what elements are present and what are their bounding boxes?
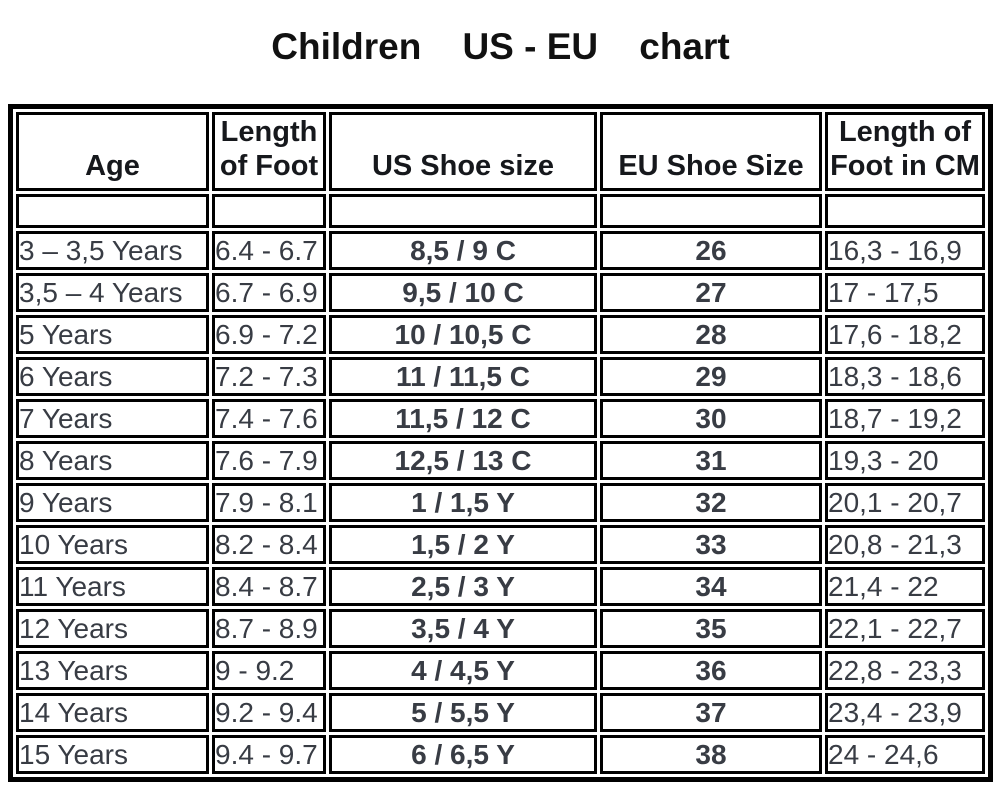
cell-us-size: 12,5 / 13 C [329,441,597,481]
cell-foot-length-cm: 19,3 - 20 [825,441,985,481]
cell-foot-length: 7.2 - 7.3 [212,357,326,397]
size-chart-table: Age Length of Foot US Shoe size EU Shoe … [8,104,993,783]
table-row: 6 Years 7.2 - 7.3 11 / 11,5 C 29 18,3 - 18,6 [16,357,985,397]
table-row: 13 Years 9 - 9.2 4 / 4,5 Y 36 22,8 - 23,3 [16,651,985,691]
cell-eu-size: 29 [600,357,822,397]
spacer-row [16,194,985,229]
cell-us-size: 10 / 10,5 C [329,315,597,355]
cell-age: 3 – 3,5 Years [16,231,209,271]
table-body: 3 – 3,5 Years 6.4 - 6.7 8,5 / 9 C 26 16,3 - … [16,231,985,775]
cell-foot-length: 7.4 - 7.6 [212,399,326,439]
column-header-foot-length: Length of Foot [212,112,326,192]
cell-us-size: 1 / 1,5 Y [329,483,597,523]
column-header-age: Age [16,112,209,192]
spacer-cell [600,194,822,229]
table-row: 3 – 3,5 Years 6.4 - 6.7 8,5 / 9 C 26 16,3 - … [16,231,985,271]
cell-eu-size: 28 [600,315,822,355]
chart-title: Children US - EU chart [271,26,730,67]
cell-foot-length-cm: 22,8 - 23,3 [825,651,985,691]
cell-us-size: 9,5 / 10 C [329,273,597,313]
cell-us-size: 3,5 / 4 Y [329,609,597,649]
table-row: 5 Years 6.9 - 7.2 10 / 10,5 C 28 17,6 - 18,2 [16,315,985,355]
cell-foot-length-cm: 18,7 - 19,2 [825,399,985,439]
cell-eu-size: 32 [600,483,822,523]
cell-foot-length-cm: 16,3 - 16,9 [825,231,985,271]
cell-age: 3,5 – 4 Years [16,273,209,313]
cell-eu-size: 33 [600,525,822,565]
table-row: 9 Years 7.9 - 8.1 1 / 1,5 Y 32 20,1 - 20,7 [16,483,985,523]
table-row: 14 Years 9.2 - 9.4 5 / 5,5 Y 37 23,4 - 23,9 [16,693,985,733]
cell-foot-length-cm: 22,1 - 22,7 [825,609,985,649]
spacer-cell [825,194,985,229]
column-header-foot-length-cm: Length of Foot in CM [825,112,985,192]
cell-foot-length-cm: 18,3 - 18,6 [825,357,985,397]
cell-age: 12 Years [16,609,209,649]
cell-foot-length: 9.4 - 9.7 [212,735,326,775]
cell-foot-length: 9.2 - 9.4 [212,693,326,733]
cell-foot-length-cm: 24 - 24,6 [825,735,985,775]
cell-foot-length: 8.4 - 8.7 [212,567,326,607]
spacer-cell [329,194,597,229]
table-row: 3,5 – 4 Years 6.7 - 6.9 9,5 / 10 C 27 17 - 1… [16,273,985,313]
cell-us-size: 4 / 4,5 Y [329,651,597,691]
cell-eu-size: 35 [600,609,822,649]
header-row: Age Length of Foot US Shoe size EU Shoe … [16,112,985,192]
cell-eu-size: 34 [600,567,822,607]
column-header-eu-size: EU Shoe Size [600,112,822,192]
cell-eu-size: 27 [600,273,822,313]
cell-foot-length: 7.9 - 8.1 [212,483,326,523]
cell-age: 15 Years [16,735,209,775]
cell-us-size: 5 / 5,5 Y [329,693,597,733]
cell-eu-size: 38 [600,735,822,775]
cell-foot-length-cm: 17 - 17,5 [825,273,985,313]
cell-foot-length: 8.7 - 8.9 [212,609,326,649]
cell-eu-size: 36 [600,651,822,691]
cell-foot-length-cm: 23,4 - 23,9 [825,693,985,733]
table-row: 12 Years 8.7 - 8.9 3,5 / 4 Y 35 22,1 - 22,7 [16,609,985,649]
table-row: 15 Years 9.4 - 9.7 6 / 6,5 Y 38 24 - 24,6 [16,735,985,775]
column-header-us-size: US Shoe size [329,112,597,192]
cell-foot-length: 7.6 - 7.9 [212,441,326,481]
cell-foot-length-cm: 20,8 - 21,3 [825,525,985,565]
cell-age: 10 Years [16,525,209,565]
cell-foot-length: 8.2 - 8.4 [212,525,326,565]
table-row: 8 Years 7.6 - 7.9 12,5 / 13 C 31 19,3 - 20 [16,441,985,481]
table-row: 11 Years 8.4 - 8.7 2,5 / 3 Y 34 21,4 - 22 [16,567,985,607]
cell-us-size: 11,5 / 12 C [329,399,597,439]
cell-foot-length: 6.9 - 7.2 [212,315,326,355]
cell-eu-size: 37 [600,693,822,733]
cell-foot-length: 6.7 - 6.9 [212,273,326,313]
cell-us-size: 1,5 / 2 Y [329,525,597,565]
cell-us-size: 8,5 / 9 C [329,231,597,271]
cell-foot-length-cm: 21,4 - 22 [825,567,985,607]
cell-age: 11 Years [16,567,209,607]
cell-foot-length-cm: 20,1 - 20,7 [825,483,985,523]
cell-age: 9 Years [16,483,209,523]
table-row: 10 Years 8.2 - 8.4 1,5 / 2 Y 33 20,8 - 21,3 [16,525,985,565]
spacer-cell [212,194,326,229]
cell-age: 6 Years [16,357,209,397]
cell-foot-length: 6.4 - 6.7 [212,231,326,271]
cell-age: 7 Years [16,399,209,439]
cell-eu-size: 31 [600,441,822,481]
spacer-cell [16,194,209,229]
cell-foot-length-cm: 17,6 - 18,2 [825,315,985,355]
cell-age: 8 Years [16,441,209,481]
cell-eu-size: 26 [600,231,822,271]
table-row: 7 Years 7.4 - 7.6 11,5 / 12 C 30 18,7 - 19,2 [16,399,985,439]
cell-eu-size: 30 [600,399,822,439]
cell-age: 13 Years [16,651,209,691]
cell-us-size: 11 / 11,5 C [329,357,597,397]
cell-us-size: 2,5 / 3 Y [329,567,597,607]
cell-foot-length: 9 - 9.2 [212,651,326,691]
cell-age: 5 Years [16,315,209,355]
cell-us-size: 6 / 6,5 Y [329,735,597,775]
cell-age: 14 Years [16,693,209,733]
